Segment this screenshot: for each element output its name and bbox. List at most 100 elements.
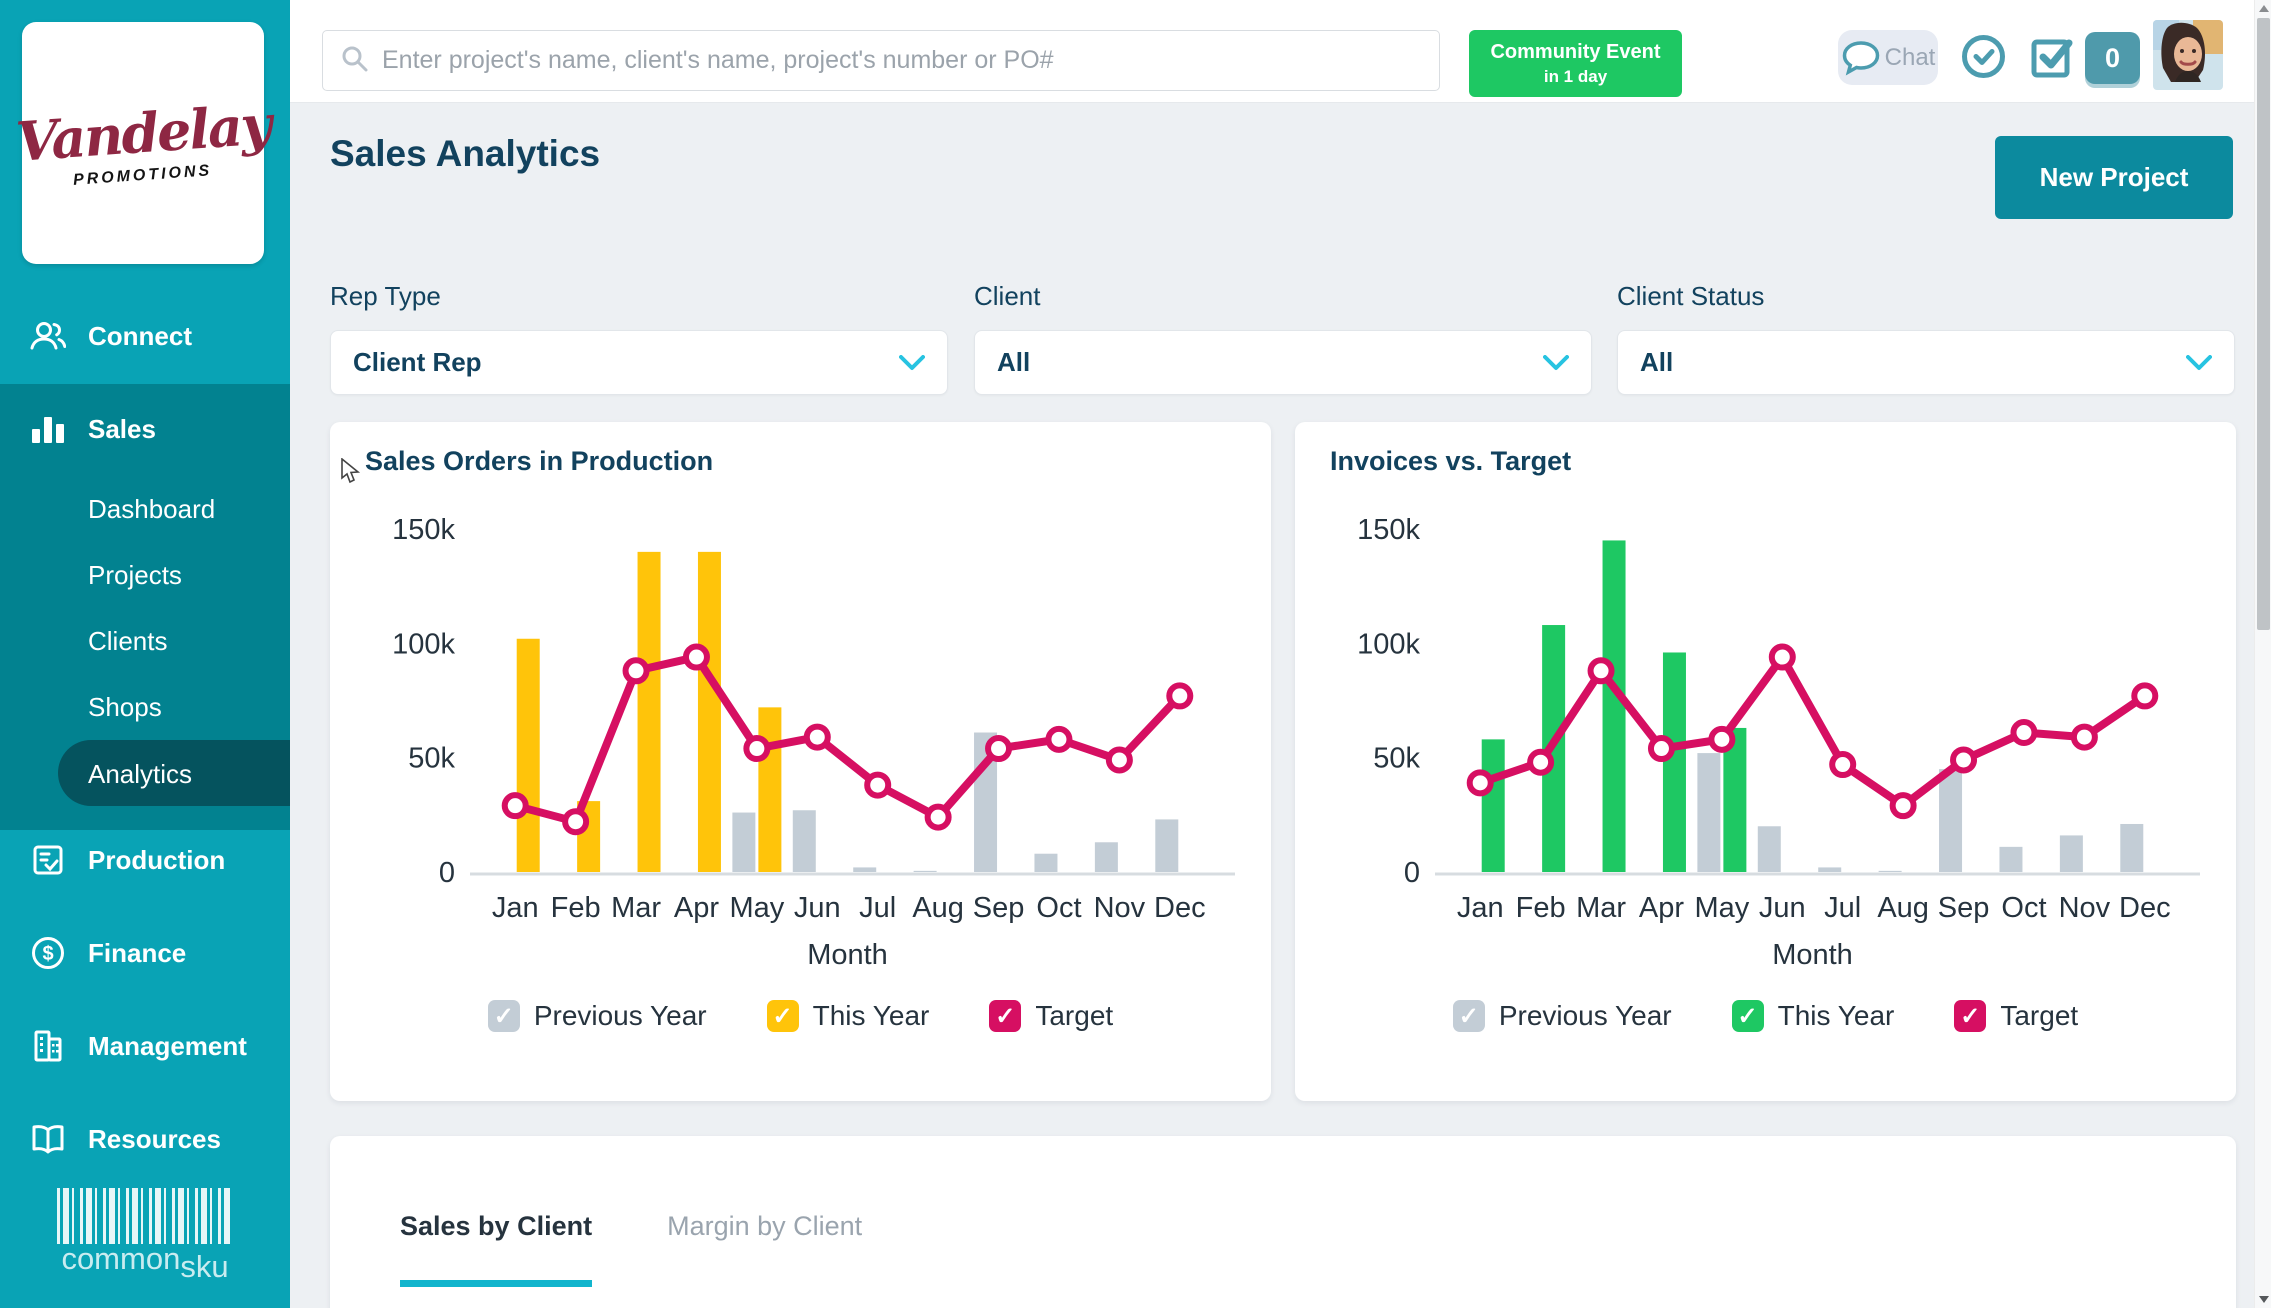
- sales-orders-card: Sales Orders in Production 0 50k 100k 150k J…: [330, 422, 1271, 1101]
- point-target-Apr: [1647, 735, 1675, 763]
- sidebar-item-production[interactable]: Production: [0, 828, 290, 892]
- chart-canvas: 0 50k 100k 150k Jan Feb Mar Apr May Jun Jul Aug Sep O…: [1357, 514, 2200, 971]
- point-target-Oct: [2010, 719, 2038, 747]
- point-target-Sep: [985, 735, 1013, 763]
- sales-orders-chart: 0 50k 100k 150k Jan Feb Mar Apr May Jun Jul Aug Sep O…: [355, 494, 1245, 984]
- x-tick-label: Aug: [912, 892, 964, 924]
- sidebar-item-connect[interactable]: Connect: [0, 304, 290, 368]
- x-tick-label: Nov: [2059, 892, 2111, 924]
- filter-label: Client: [974, 281, 1041, 311]
- legend-checkbox-icon[interactable]: ✓: [1954, 1000, 1987, 1032]
- legend-label: Target: [1035, 1000, 1114, 1031]
- line-target: [511, 653, 1184, 826]
- dollar-circle-icon: $: [30, 936, 66, 970]
- sidebar-item-clients[interactable]: Clients: [88, 617, 167, 665]
- vertical-scrollbar: [2254, 0, 2271, 1308]
- sidebar-item-shops[interactable]: Shops: [88, 683, 162, 731]
- chat-label: Chat: [1884, 43, 1936, 71]
- sidebar-item-label: Connect: [88, 320, 192, 351]
- global-search: [322, 30, 1440, 91]
- bar-this-year-Mar: [637, 551, 661, 872]
- bar-this-year-Jan: [1481, 739, 1505, 872]
- bar-previous-year-Jun: [792, 810, 816, 872]
- sidebar-item-analytics[interactable]: Analytics: [88, 750, 192, 798]
- point-target-May: [743, 735, 771, 763]
- y-tick-label: 50k: [408, 743, 455, 775]
- legend-checkbox-icon[interactable]: ✓: [989, 1000, 1022, 1032]
- sidebar-item-label: Finance: [88, 937, 187, 968]
- bar-this-year-May: [758, 707, 782, 872]
- point-target-May: [1708, 725, 1736, 753]
- bar-previous-year-Aug: [913, 870, 937, 872]
- x-tick-label: Jan: [492, 892, 539, 924]
- bar-this-year-May: [1723, 727, 1747, 872]
- legend-item-this-year[interactable]: ✓ This Year: [1731, 1000, 1894, 1032]
- legend-item-target[interactable]: ✓ Target: [989, 1000, 1113, 1032]
- y-tick-label: 50k: [1373, 743, 1420, 775]
- x-tick-label: Jul: [1824, 892, 1861, 924]
- scroll-up-arrow[interactable]: [2255, 0, 2271, 17]
- community-event-button[interactable]: Community Event in 1 day: [1469, 30, 1682, 97]
- sidebar-item-label: Management: [88, 1030, 247, 1061]
- company-logo[interactable]: Vandelay PROMOTIONS: [14, 22, 272, 264]
- notification-badge[interactable]: 0: [2085, 32, 2140, 84]
- sidebar: Vandelay PROMOTIONS Connect Sales Dashbo…: [0, 0, 290, 1308]
- sidebar-item-management[interactable]: Management: [0, 1014, 290, 1078]
- scrollbar-thumb[interactable]: [2257, 18, 2270, 630]
- bar-previous-year-Jun: [1757, 826, 1781, 872]
- bar-previous-year-May: [1697, 753, 1721, 872]
- new-project-button[interactable]: New Project: [1995, 136, 2233, 219]
- sub-item-label: Clients: [88, 625, 168, 656]
- point-target-Aug: [1889, 792, 1917, 820]
- x-tick-label: Jan: [1457, 892, 1504, 924]
- user-avatar[interactable]: [2153, 20, 2223, 90]
- sidebar-item-dashboard[interactable]: Dashboard: [88, 485, 215, 533]
- sidebar-item-resources[interactable]: Resources: [0, 1107, 290, 1171]
- tab-margin-by-client[interactable]: Margin by Client: [667, 1211, 863, 1241]
- sidebar-item-sales[interactable]: Sales: [0, 397, 290, 461]
- legend-item-previous-year[interactable]: ✓ Previous Year: [1452, 1000, 1672, 1032]
- svg-text:$: $: [42, 943, 53, 965]
- point-target-Jun: [1768, 643, 1796, 671]
- client-status-select[interactable]: All: [1617, 330, 2235, 395]
- legend-item-this-year[interactable]: ✓ This Year: [766, 1000, 930, 1032]
- sub-item-label: Dashboard: [88, 493, 216, 524]
- chat-button[interactable]: Chat: [1838, 30, 1938, 85]
- clock-icon[interactable]: [1960, 33, 2007, 85]
- legend-checkbox-icon[interactable]: ✓: [1731, 1000, 1764, 1032]
- chat-bubble-icon: [1842, 40, 1879, 76]
- bar-previous-year-May: [732, 812, 756, 872]
- sidebar-item-projects[interactable]: Projects: [88, 551, 182, 599]
- search-icon: [341, 45, 368, 77]
- tab-sales-by-client[interactable]: Sales by Client: [400, 1211, 593, 1287]
- bar-previous-year-Aug: [1878, 870, 1902, 872]
- tasks-checkbox-icon[interactable]: [2028, 33, 2076, 86]
- page-title: Sales Analytics: [330, 133, 601, 174]
- legend-item-previous-year[interactable]: ✓ Previous Year: [487, 1000, 707, 1032]
- x-tick-label: Jun: [794, 892, 841, 924]
- x-tick-label: May: [1694, 892, 1749, 924]
- client-select[interactable]: All: [974, 330, 1592, 395]
- x-tick-label: Mar: [611, 892, 661, 924]
- client-tabs: Sales by Client Margin by Client: [400, 1211, 862, 1287]
- legend-checkbox-icon[interactable]: ✓: [487, 1000, 520, 1032]
- legend-checkbox-icon[interactable]: ✓: [766, 1000, 799, 1032]
- scroll-down-arrow[interactable]: [2255, 1291, 2271, 1308]
- legend-item-target[interactable]: ✓ Target: [1954, 1000, 2078, 1032]
- point-target-Nov: [2070, 723, 2098, 751]
- x-tick-label: Aug: [1877, 892, 1929, 924]
- topbar: Community Event in 1 day Chat 0: [290, 0, 2254, 103]
- point-target-Feb: [1527, 748, 1555, 776]
- sidebar-item-finance[interactable]: $ Finance: [0, 921, 290, 985]
- brand-part1: common: [61, 1241, 181, 1276]
- y-tick-label: 100k: [1357, 628, 1420, 660]
- search-input[interactable]: [382, 46, 1439, 75]
- point-target-Oct: [1045, 725, 1073, 753]
- rep-type-select[interactable]: Client Rep: [330, 330, 948, 395]
- chart-legend: ✓ Previous Year ✓ This Year ✓ Target: [1295, 1000, 2236, 1032]
- bar-previous-year-Dec: [1155, 819, 1179, 872]
- main-content: Sales Analytics New Project Rep Type Cli…: [290, 103, 2254, 1308]
- x-axis-title: Month: [807, 939, 888, 971]
- legend-checkbox-icon[interactable]: ✓: [1452, 1000, 1485, 1032]
- legend-label: This Year: [812, 1000, 930, 1031]
